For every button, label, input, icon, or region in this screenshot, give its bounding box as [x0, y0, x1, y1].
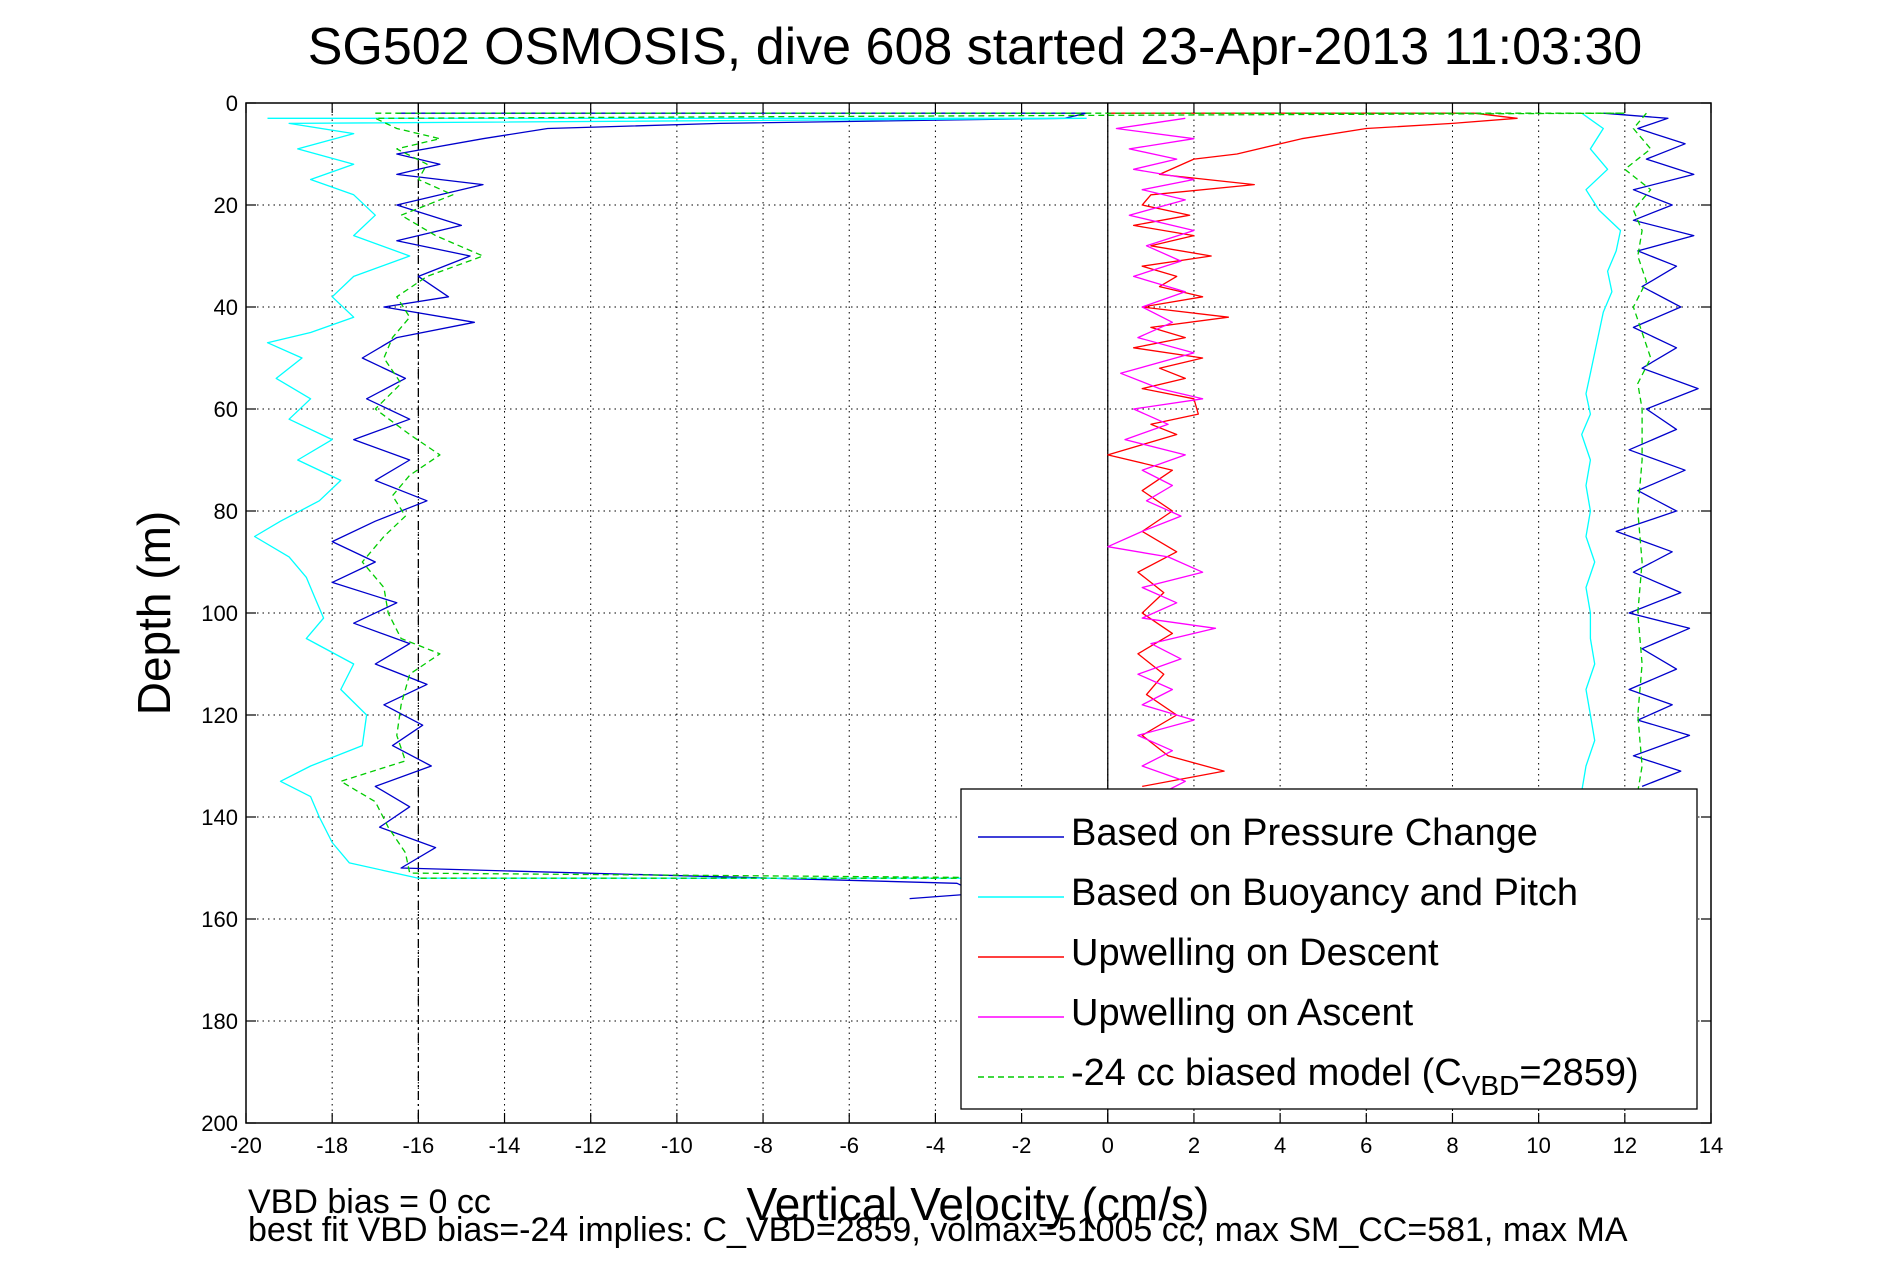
x-tick-label: 4: [1274, 1133, 1286, 1158]
vbd-bias-note: VBD bias = 0 cc: [248, 1183, 491, 1221]
series-line: [1107, 117, 1217, 798]
x-tick-label: -4: [926, 1133, 946, 1158]
series-line: [1581, 112, 1622, 792]
series-line: [331, 112, 1087, 900]
series-line: [1603, 112, 1699, 788]
legend-label: -24 cc biased model (CVBD=2859): [1071, 1052, 1639, 1101]
best-fit-note: best fit VBD bias=-24 implies: C_VBD=285…: [248, 1211, 1628, 1249]
y-tick-label: 20: [214, 193, 238, 218]
legend-box: [960, 788, 1698, 1110]
x-tick-label: -12: [575, 1133, 607, 1158]
series-line: [253, 117, 1087, 879]
legend-label: Based on Buoyancy and Pitch: [1071, 872, 1578, 914]
x-tick-label: -8: [753, 1133, 773, 1158]
legend-label: Upwelling on Descent: [1071, 932, 1439, 974]
y-tick-label: 80: [214, 499, 238, 524]
y-tick-label: 100: [201, 601, 238, 626]
x-tick-label: 6: [1360, 1133, 1372, 1158]
y-tick-label: 40: [214, 295, 238, 320]
y-tick-label: 0: [226, 91, 238, 116]
y-tick-label: 60: [214, 397, 238, 422]
x-axis-label: Vertical Velocity (cm/s): [747, 1178, 1210, 1230]
legend-label: Based on Pressure Change: [1071, 812, 1538, 854]
x-tick-label: -6: [839, 1133, 859, 1158]
series-line: [1624, 112, 1652, 792]
y-tick-label: 160: [201, 907, 238, 932]
x-axis-ticks: -20 -18 -16 -14 -12 -10 -8 -6 -4 -2 0 2 4 6 8 10 12 14: [230, 103, 1723, 1158]
x-tick-label: -16: [402, 1133, 434, 1158]
x-tick-label: 2: [1188, 1133, 1200, 1158]
legend: Based on Pressure Change Based on Buoyanc…: [960, 788, 1698, 1110]
y-tick-label: 120: [201, 703, 238, 728]
x-tick-label: -14: [489, 1133, 521, 1158]
x-tick-label: 14: [1699, 1133, 1723, 1158]
x-tick-label: -20: [230, 1133, 262, 1158]
x-tick-label: 0: [1102, 1133, 1114, 1158]
x-tick-label: -10: [661, 1133, 693, 1158]
x-tick-label: -2: [1012, 1133, 1032, 1158]
x-tick-label: -18: [316, 1133, 348, 1158]
chart-title: SG502 OSMOSIS, dive 608 started 23-Apr-2…: [308, 18, 1642, 76]
series-line: [340, 112, 1626, 879]
y-axis-label: Depth (m): [128, 511, 180, 715]
legend-label: Upwelling on Ascent: [1071, 992, 1414, 1034]
x-tick-label: 10: [1526, 1133, 1550, 1158]
series-line: [1107, 112, 1518, 788]
y-tick-label: 200: [201, 1111, 238, 1136]
x-tick-label: 12: [1613, 1133, 1637, 1158]
y-tick-label: 140: [201, 805, 238, 830]
y-tick-label: 180: [201, 1009, 238, 1034]
x-tick-label: 8: [1446, 1133, 1458, 1158]
y-axis-ticks: 0 20 40 60 80 100 120 140 160 180 200: [201, 91, 1711, 1136]
series-layer: [253, 112, 1699, 900]
